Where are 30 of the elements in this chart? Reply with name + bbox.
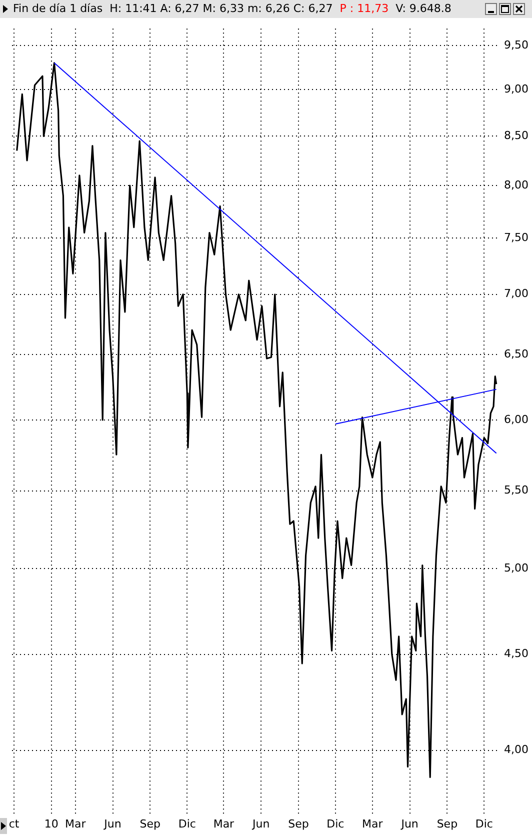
y-tick-label: 7,00 — [504, 287, 528, 300]
x-tick-label: Sep — [288, 817, 309, 830]
text: V: 9.648.8 — [396, 2, 452, 15]
x-tick-label: Mar — [362, 817, 384, 830]
y-tick-label: 4,00 — [504, 743, 528, 756]
y-tick-label: 6,00 — [504, 412, 528, 426]
y-tick-label: 6,50 — [504, 348, 528, 361]
x-tick-label: Jun — [251, 817, 270, 830]
x-tick-label: Jun — [103, 817, 122, 830]
chart-title: Fin de día 1 días — [13, 2, 103, 15]
y-tick-label: 9,50 — [504, 38, 528, 52]
x-tick-label: 10 — [44, 817, 58, 830]
x-tick-label: Dic — [178, 817, 196, 830]
y-tick-label: 5,00 — [504, 561, 528, 574]
y-tick-label: 5,50 — [504, 484, 528, 497]
y-tick-label: 8,50 — [504, 129, 528, 142]
x-tick-label: Jun — [400, 817, 418, 830]
x-tick-label: Sep — [140, 817, 161, 830]
x-tick-label: Dic — [475, 817, 493, 830]
x-tick-label: Mar — [213, 817, 235, 830]
x-tick-label: Sep — [436, 817, 458, 830]
x-tick-label: Mar — [65, 817, 86, 830]
y-tick-label: 8,00 — [504, 178, 528, 192]
chart-subtitle: H: 11:41 A: 6,27 M: 6,33 m: 6,26 C: 6,27 — [110, 2, 333, 15]
y-tick-label: 9,00 — [504, 82, 528, 96]
y-tick-label: 4,50 — [504, 647, 528, 660]
x-tick-label: ct — [8, 817, 20, 830]
x-tick-label: Dic — [326, 817, 344, 830]
y-tick-label: 7,50 — [504, 231, 528, 244]
text: P : 11,73 — [340, 2, 389, 15]
